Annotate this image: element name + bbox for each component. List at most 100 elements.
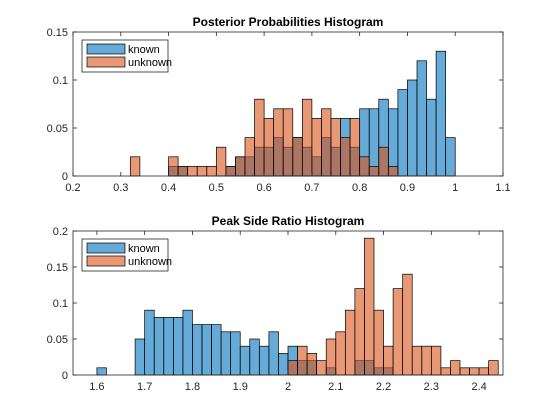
bar-known: [134, 338, 146, 376]
bar-unknown: [488, 360, 499, 376]
x-tick-label: 0.2: [65, 182, 80, 194]
bar-known: [163, 317, 174, 376]
legend-swatch-known: [86, 242, 126, 254]
bar-unknown: [292, 137, 303, 177]
bar-unknown: [301, 98, 313, 177]
y-tick-label: 0.1: [53, 75, 68, 87]
legend-label-known: known: [128, 243, 160, 255]
bar-unknown: [430, 345, 442, 376]
bar-unknown: [349, 118, 361, 177]
bar-unknown: [325, 338, 337, 376]
bar-known: [211, 324, 222, 376]
bar-unknown: [129, 156, 141, 177]
bar-unknown: [402, 273, 413, 376]
bar-unknown: [373, 309, 384, 376]
x-tick-label: 1.9: [233, 381, 248, 393]
bar-unknown: [450, 360, 461, 376]
chart-title: Posterior Probabilities Histogram: [193, 15, 384, 29]
bar-known: [268, 331, 279, 376]
x-tick-label: 1.8: [185, 381, 200, 393]
x-tick-label: 1.6: [89, 381, 104, 393]
bar-unknown: [321, 108, 332, 177]
bar-unknown: [297, 345, 308, 376]
bar-unknown: [196, 166, 208, 177]
legend-swatch-unknown: [86, 56, 126, 68]
x-tick-label: 0.6: [256, 182, 271, 194]
x-tick-label: 2.1: [328, 381, 343, 393]
bar-unknown: [359, 156, 370, 177]
bar-known: [435, 50, 447, 177]
bar-known: [416, 60, 427, 177]
bar-known: [239, 345, 251, 376]
bar-unknown: [187, 166, 198, 177]
bar-unknown: [364, 237, 375, 376]
bar-unknown: [378, 146, 389, 177]
x-tick-label: 0.3: [113, 182, 128, 194]
bar-unknown: [368, 166, 380, 177]
bar-known: [445, 137, 456, 177]
x-tick-label: 0.4: [161, 182, 176, 194]
bar-unknown: [421, 345, 432, 376]
bar-unknown: [254, 98, 265, 177]
bar-unknown: [344, 309, 356, 376]
legend-label-known: known: [128, 44, 160, 56]
bar-unknown: [215, 146, 227, 177]
bar-known: [397, 89, 408, 177]
bar-known: [220, 331, 232, 376]
bar-unknown: [392, 288, 404, 376]
bar-unknown: [206, 166, 217, 177]
bar-known: [201, 324, 212, 376]
bar-known: [249, 338, 260, 376]
y-tick-label: 0.05: [47, 334, 68, 346]
bar-unknown: [469, 367, 480, 376]
x-tick-label: 0.8: [352, 182, 367, 194]
bar-unknown: [411, 345, 423, 376]
bar-known: [230, 331, 241, 376]
x-tick-label: 0.7: [304, 182, 319, 194]
y-tick-label: 0: [62, 171, 68, 183]
legend-swatch-known: [86, 43, 126, 55]
axes-box: [72, 31, 504, 177]
y-tick-label: 0.05: [47, 123, 68, 135]
bar-known: [258, 345, 270, 376]
bar-unknown: [287, 360, 298, 376]
bar-unknown: [177, 166, 189, 177]
bar-unknown: [235, 156, 246, 177]
bar-unknown: [273, 108, 284, 177]
bar-known: [96, 367, 107, 376]
x-tick-label: 0.9: [400, 182, 415, 194]
y-tick-label: 0.2: [53, 226, 68, 238]
y-tick-label: 0.15: [47, 262, 68, 274]
bar-known: [144, 309, 155, 376]
bar-unknown: [478, 367, 490, 376]
x-tick-label: 2.2: [376, 381, 391, 393]
bar-unknown: [263, 118, 275, 177]
bar-known: [172, 317, 184, 376]
x-tick-label: 1: [452, 182, 458, 194]
bar-unknown: [311, 118, 322, 177]
bar-unknown: [440, 367, 451, 376]
bar-known: [407, 79, 418, 177]
y-tick-label: 0.1: [53, 298, 68, 310]
bar-unknown: [316, 360, 327, 376]
x-tick-label: 2: [285, 381, 291, 393]
x-tick-label: 0.5: [209, 182, 224, 194]
bar-unknown: [282, 108, 294, 177]
bar-unknown: [330, 118, 341, 177]
bar-known: [278, 353, 289, 376]
bar-unknown: [225, 166, 236, 177]
y-tick-label: 0.15: [47, 27, 68, 39]
bar-known: [368, 108, 380, 177]
bar-unknown: [340, 137, 351, 177]
bar-unknown: [459, 367, 470, 376]
bar-unknown: [387, 166, 399, 177]
legend-swatch-unknown: [86, 255, 126, 267]
y-tick-label: 0: [62, 370, 68, 382]
peak-side-ratio-chart: Peak Side Ratio Histogram 1.6 1.7 1.8 1.9 2 2…: [47, 214, 504, 393]
bar-unknown: [354, 288, 365, 376]
bar-known: [192, 324, 203, 376]
bar-known: [153, 317, 165, 376]
